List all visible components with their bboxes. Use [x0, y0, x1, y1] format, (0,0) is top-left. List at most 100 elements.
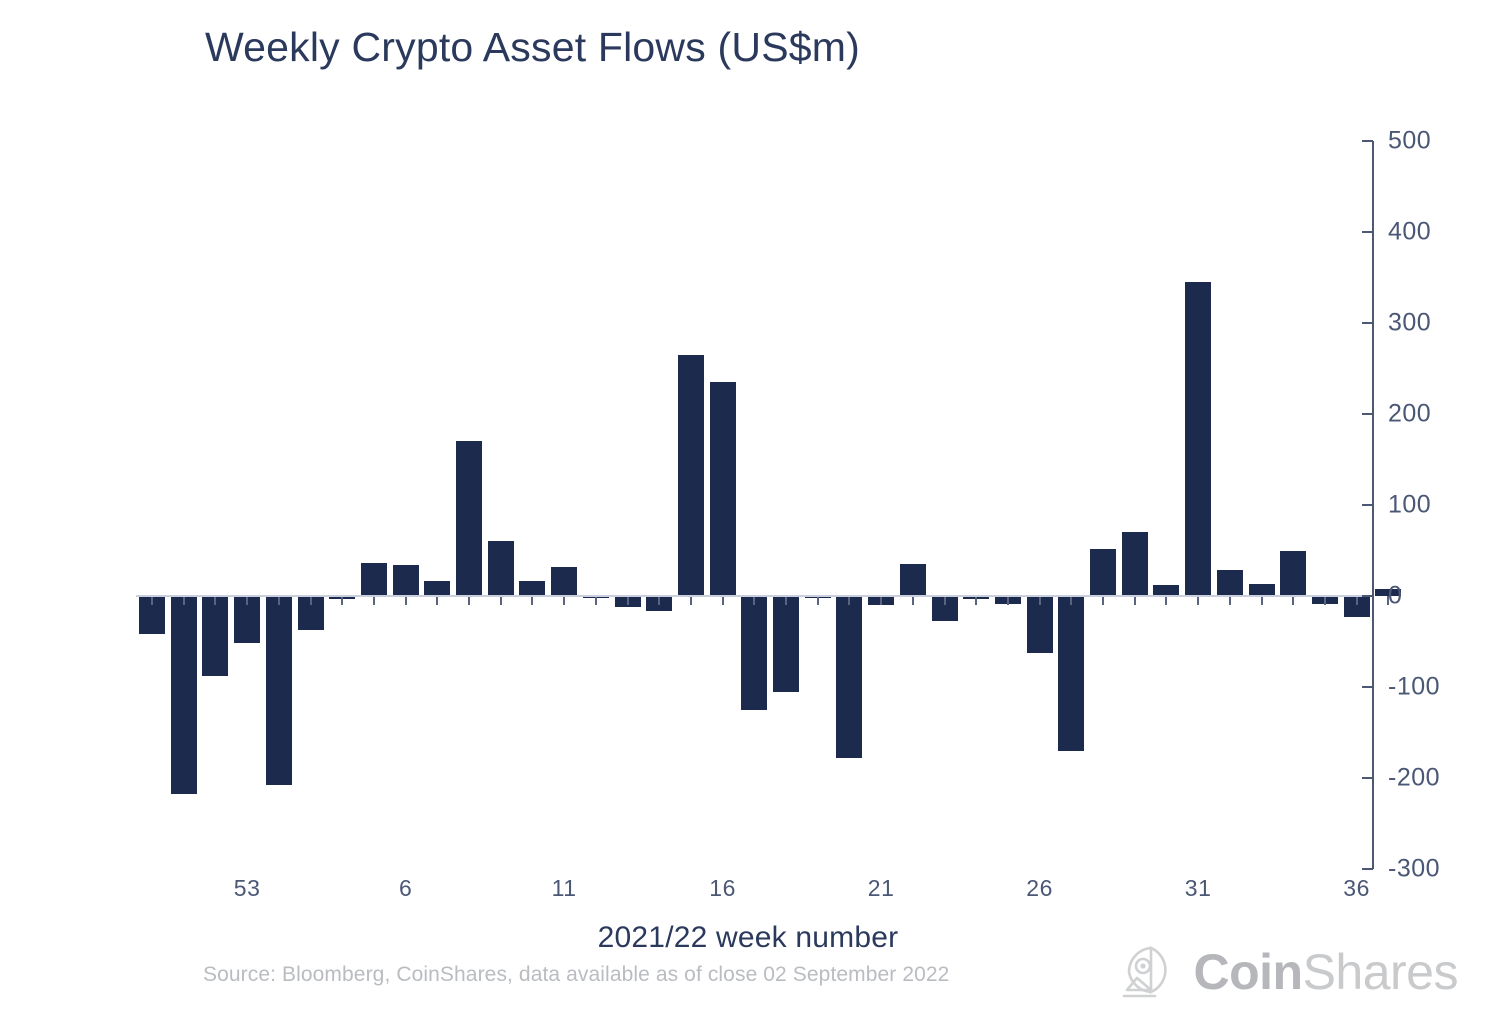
bar — [1090, 548, 1116, 596]
y-tick-mark — [1362, 140, 1373, 142]
x-tick-mark — [1228, 596, 1231, 605]
x-tick-mark — [1197, 596, 1200, 605]
x-axis-title: 2021/22 week number — [0, 921, 1500, 955]
y-tick-mark — [1362, 868, 1373, 870]
x-tick-mark — [1355, 596, 1358, 605]
bar — [709, 382, 736, 596]
x-tick-label: 26 — [1026, 875, 1053, 901]
x-tick-mark — [499, 596, 502, 605]
bar — [551, 566, 578, 596]
x-tick-mark — [785, 596, 787, 605]
x-tick-mark — [753, 596, 756, 605]
coinshares-logo: CoinShares — [1121, 944, 1459, 1000]
x-tick-mark — [1133, 596, 1136, 605]
bar — [456, 441, 482, 596]
x-tick-mark — [404, 596, 407, 605]
x-tick-label: 53 — [233, 875, 261, 901]
x-tick-mark — [341, 596, 344, 605]
x-tick-mark — [721, 596, 724, 605]
y-tick-label: -100 — [1388, 672, 1441, 701]
x-tick-mark — [658, 596, 661, 605]
bar — [773, 596, 799, 692]
x-tick-mark — [214, 596, 217, 605]
y-tick-mark — [1362, 777, 1373, 779]
zero-baseline — [136, 595, 1372, 597]
x-tick-mark — [531, 596, 534, 605]
y-tick-mark — [1362, 322, 1373, 324]
x-tick-mark — [468, 596, 470, 605]
y-tick-label: -200 — [1388, 763, 1441, 792]
x-tick-mark — [1292, 596, 1295, 605]
coinshares-wordmark: CoinShares — [1193, 947, 1458, 997]
x-tick-label: 6 — [398, 875, 413, 901]
y-axis-line — [1372, 141, 1374, 869]
x-tick-mark — [372, 596, 375, 605]
x-tick-mark — [594, 596, 597, 605]
logo-text-coin: Coin — [1193, 944, 1303, 1000]
x-tick-mark — [816, 596, 819, 605]
bar — [1248, 584, 1275, 596]
x-tick-mark — [1006, 596, 1009, 605]
y-tick-mark — [1362, 231, 1373, 233]
bar — [1026, 596, 1053, 654]
x-tick-mark — [151, 596, 153, 605]
y-tick-label: 300 — [1388, 308, 1432, 337]
x-tick-label: 36 — [1343, 875, 1370, 901]
bar — [1216, 569, 1243, 596]
y-tick-mark — [1362, 413, 1373, 415]
x-tick-mark — [848, 596, 851, 605]
y-tick-label: 0 — [1388, 581, 1403, 610]
bar — [170, 596, 197, 795]
x-tick-label: 21 — [867, 875, 895, 901]
y-tick-label: 200 — [1388, 399, 1432, 428]
x-tick-label: 11 — [551, 875, 577, 901]
x-tick-mark — [626, 596, 629, 605]
x-tick-mark — [277, 596, 280, 605]
bar — [392, 565, 419, 596]
bar — [1058, 596, 1085, 751]
x-tick-mark — [943, 596, 946, 605]
y-tick-mark — [1362, 504, 1373, 506]
chart-title: Weekly Crypto Asset Flows (US$m) — [205, 24, 860, 70]
x-tick-mark — [1165, 596, 1168, 605]
bar — [1375, 588, 1402, 596]
x-tick-label: 16 — [709, 875, 736, 901]
y-tick-mark — [1362, 595, 1373, 597]
coinshares-satellite-icon — [1123, 946, 1168, 998]
x-tick-mark — [182, 596, 185, 605]
bar — [741, 596, 768, 710]
x-tick-mark — [1070, 596, 1073, 605]
x-tick-mark — [1260, 596, 1263, 605]
x-tick-mark — [689, 596, 692, 605]
x-tick-mark — [563, 596, 566, 605]
x-tick-mark — [880, 596, 883, 605]
bars-layer — [136, 141, 1402, 869]
x-tick-label: 31 — [1184, 875, 1212, 901]
bar — [1185, 282, 1212, 596]
x-tick-mark — [1323, 596, 1326, 605]
bar — [360, 563, 387, 596]
bar — [899, 564, 926, 596]
logo-text-shares: Shares — [1302, 944, 1459, 1000]
x-tick-mark — [1038, 596, 1041, 605]
bar — [519, 580, 546, 596]
bar — [677, 354, 704, 596]
y-tick-label: -300 — [1388, 854, 1441, 883]
bar — [424, 581, 451, 596]
x-tick-mark — [911, 596, 914, 605]
x-axis-title-label: 2021/22 week number — [597, 921, 899, 954]
bar — [1280, 550, 1307, 596]
bar — [265, 596, 292, 786]
plot-area — [136, 141, 1402, 869]
y-tick-mark — [1362, 686, 1373, 688]
y-tick-label: 400 — [1388, 217, 1432, 246]
source-note: Source: Bloomberg, CoinShares, data avai… — [203, 963, 950, 986]
y-tick-label: 500 — [1388, 126, 1432, 155]
bar — [836, 596, 863, 758]
bar — [1343, 596, 1370, 617]
bar — [202, 596, 229, 677]
x-tick-mark — [1387, 596, 1390, 605]
x-tick-mark — [309, 596, 312, 605]
bar — [1153, 585, 1180, 596]
